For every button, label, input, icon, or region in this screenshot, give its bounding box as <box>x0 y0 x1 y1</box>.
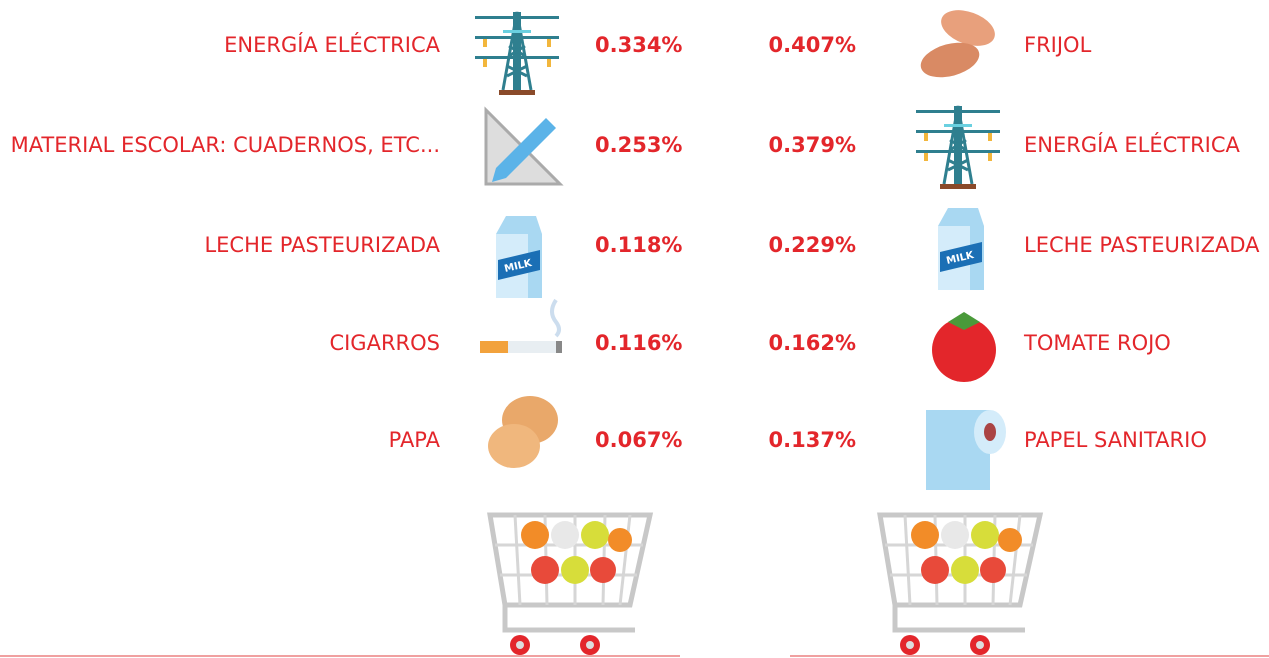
item-value: 0.118% <box>595 233 682 257</box>
toilet-paper-icon <box>926 410 1006 490</box>
item-value: 0.379% <box>769 133 856 157</box>
item-value: 0.116% <box>595 331 682 355</box>
item-label: TOMATE ROJO <box>1023 331 1171 355</box>
item-value: 0.407% <box>769 33 856 57</box>
item-label: CIGARROS <box>329 331 440 355</box>
school-icon <box>484 106 564 186</box>
cart-icon <box>490 515 650 655</box>
bean-icon <box>920 10 995 78</box>
item-label: LECHE PASTEURIZADA <box>1024 233 1260 257</box>
item-label: ENERGÍA ELÉCTRICA <box>224 32 441 57</box>
item-label: ENERGÍA ELÉCTRICA <box>1024 132 1241 157</box>
cigarette-icon <box>480 298 562 353</box>
item-value: 0.162% <box>769 331 856 355</box>
item-value: 0.229% <box>769 233 856 257</box>
item-label: MATERIAL ESCOLAR: CUADERNOS, ETC... <box>11 133 440 157</box>
item-value: 0.137% <box>769 428 856 452</box>
tower-icon <box>473 10 561 97</box>
tomato-icon <box>932 312 996 382</box>
item-label: LECHE PASTEURIZADA <box>204 233 440 257</box>
item-label: FRIJOL <box>1024 33 1092 57</box>
cart-icon <box>880 515 1040 655</box>
item-label: PAPA <box>389 428 441 452</box>
milk-icon <box>496 216 542 298</box>
milk-icon <box>938 208 984 290</box>
tower-icon <box>914 104 1002 191</box>
item-value: 0.253% <box>595 133 682 157</box>
item-value: 0.067% <box>595 428 682 452</box>
potato-icon <box>488 396 558 468</box>
item-value: 0.334% <box>595 33 682 57</box>
item-label: PAPEL SANITARIO <box>1024 428 1207 452</box>
